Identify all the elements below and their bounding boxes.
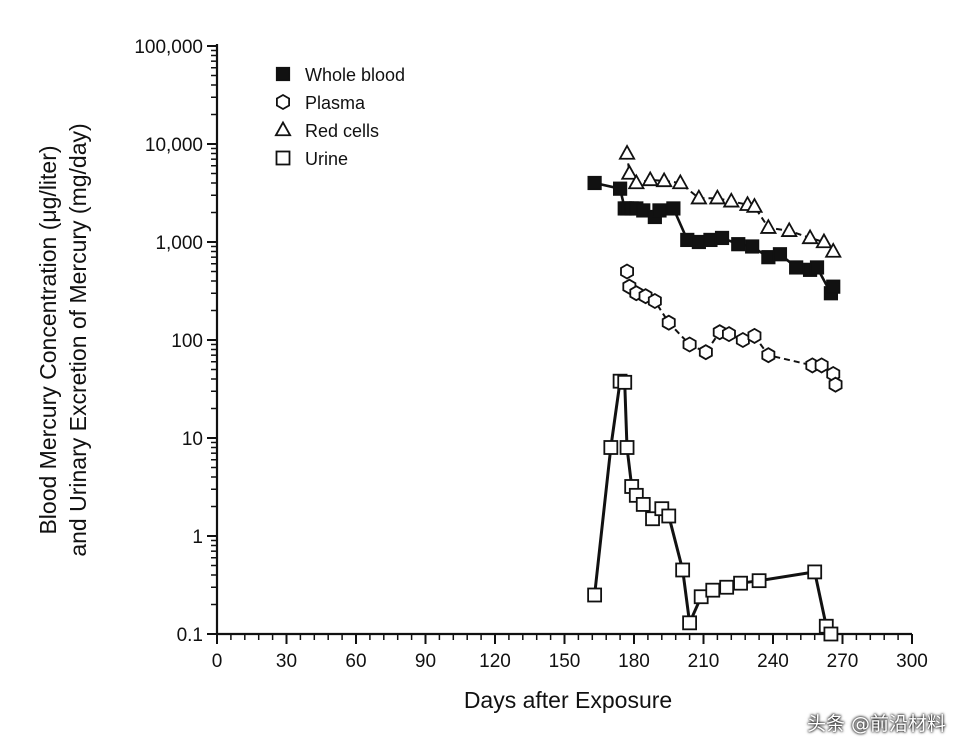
data-point xyxy=(708,188,727,205)
data-point xyxy=(647,292,662,310)
data-point xyxy=(627,173,645,190)
data-point xyxy=(722,191,740,208)
data-point xyxy=(772,247,788,262)
data-point xyxy=(807,564,823,580)
data-point xyxy=(690,188,708,205)
x-tick-label: 150 xyxy=(549,651,581,672)
legend-label: Urine xyxy=(305,149,348,169)
data-point xyxy=(745,197,764,213)
data-point xyxy=(751,573,767,589)
y-tick-label: 10 xyxy=(182,429,203,450)
data-point xyxy=(682,336,697,353)
data-point xyxy=(745,239,760,254)
legend-marker xyxy=(274,120,292,137)
data-point xyxy=(652,203,667,218)
y-tick-label: 0.1 xyxy=(177,625,203,646)
data-point xyxy=(735,331,750,349)
data-point xyxy=(789,260,804,275)
legend-marker xyxy=(275,150,291,166)
data-point xyxy=(641,170,659,187)
legend-marker xyxy=(275,93,291,111)
series-urine xyxy=(587,373,839,642)
legend-label: Red cells xyxy=(305,121,379,141)
legend-label: Whole blood xyxy=(305,65,405,85)
x-tick-label: 60 xyxy=(345,651,366,672)
y-tick-label: 10,000 xyxy=(145,135,203,156)
data-point xyxy=(719,579,735,595)
y-tick-label: 1 xyxy=(192,527,203,548)
data-point xyxy=(733,575,748,591)
data-point xyxy=(809,260,825,275)
data-point xyxy=(815,232,833,249)
data-point xyxy=(587,175,602,191)
data-point xyxy=(682,615,697,631)
data-point xyxy=(714,230,730,246)
y-tick-label: 100,000 xyxy=(134,37,203,58)
data-point xyxy=(661,314,676,331)
data-point xyxy=(675,562,691,578)
data-point xyxy=(666,201,681,216)
data-point xyxy=(619,440,635,455)
legend-marker xyxy=(275,66,291,82)
x-tick-label: 180 xyxy=(618,651,650,672)
data-point xyxy=(618,144,636,160)
x-tick-label: 300 xyxy=(896,651,928,672)
x-tick-label: 0 xyxy=(212,651,223,672)
data-point xyxy=(824,242,842,258)
data-point xyxy=(671,173,689,190)
y-tick-label: 1,000 xyxy=(155,233,203,254)
y-axis-title-line2: and Urinary Excretion of Mercury (mg/day… xyxy=(65,123,91,556)
series-red-cells xyxy=(618,144,842,258)
data-point xyxy=(780,221,798,237)
x-axis-title: Days after Exposure xyxy=(464,687,672,713)
data-point xyxy=(814,357,829,374)
data-point xyxy=(705,582,721,598)
watermark: 头条 @前沿材料 xyxy=(806,713,946,735)
data-point xyxy=(587,587,603,603)
data-point xyxy=(698,344,713,361)
x-tick-label: 90 xyxy=(415,651,436,672)
data-point xyxy=(747,327,762,344)
data-point xyxy=(731,237,746,252)
series-whole-blood xyxy=(587,175,841,301)
data-point xyxy=(826,279,841,294)
legend: Whole blood Plasma Red cells Urine xyxy=(274,65,405,169)
data-point xyxy=(761,347,776,364)
y-axis-title-line1: Blood Mercury Concentration (μg/liter) xyxy=(35,145,61,534)
data-point xyxy=(823,626,839,642)
series-plasma xyxy=(620,263,843,393)
data-point xyxy=(635,497,651,512)
data-point xyxy=(661,508,677,524)
data-point xyxy=(617,374,633,390)
x-tick-label: 120 xyxy=(479,651,511,672)
series-layer xyxy=(587,144,843,642)
data-point xyxy=(801,228,819,245)
data-point xyxy=(620,263,634,280)
data-point xyxy=(603,440,619,455)
data-point xyxy=(612,181,628,196)
y-tick-label: 100 xyxy=(171,331,203,352)
x-tick-label: 270 xyxy=(827,651,859,672)
axes: 0.1 1 10 100 1,000 10,000 100,000 0 30 60 90 120 150… xyxy=(134,37,928,672)
data-point xyxy=(620,164,639,180)
data-point xyxy=(828,376,843,393)
x-tick-label: 30 xyxy=(276,651,297,672)
data-point xyxy=(655,171,673,188)
x-tick-label: 210 xyxy=(688,651,720,672)
series-line xyxy=(626,153,834,253)
data-point xyxy=(759,218,778,234)
data-point xyxy=(722,326,736,343)
x-tick-label: 240 xyxy=(757,651,789,672)
legend-label: Plasma xyxy=(305,93,366,113)
